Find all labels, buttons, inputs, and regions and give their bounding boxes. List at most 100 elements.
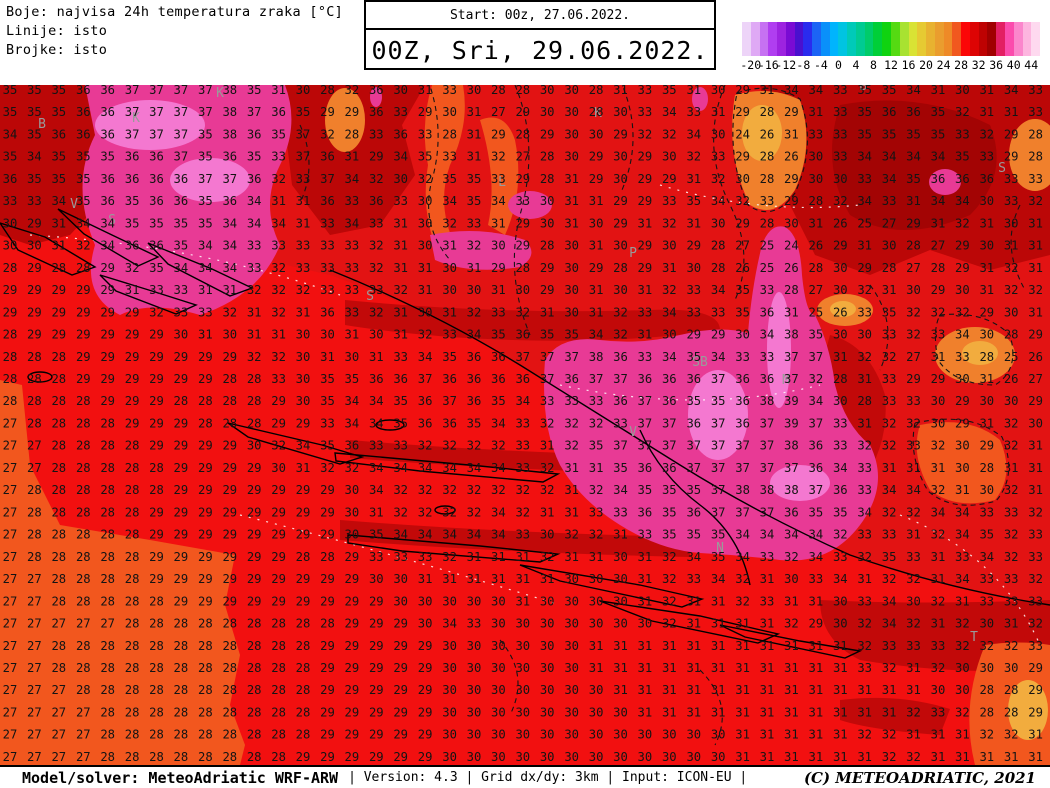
temp-value: 29 — [296, 483, 311, 497]
temp-value: 29 — [247, 550, 262, 564]
temp-value: 33 — [369, 550, 384, 564]
temp-value: 34 — [809, 85, 824, 97]
temp-value: 30 — [540, 528, 555, 542]
temp-value: 35 — [809, 505, 824, 519]
temp-value: 31 — [613, 639, 628, 653]
legend-color-cell — [742, 22, 751, 56]
temp-value: 30 — [711, 216, 726, 230]
temp-value: 35 — [906, 128, 921, 142]
temp-value: 27 — [3, 550, 18, 564]
temp-value: 34 — [711, 194, 726, 208]
temp-value: 30 — [540, 661, 555, 675]
temp-value: 32 — [784, 617, 799, 631]
temp-value: 33 — [296, 261, 311, 275]
legend-tick-label: -4 — [813, 58, 828, 72]
temp-value: 32 — [979, 639, 994, 653]
temp-value: 32 — [393, 505, 408, 519]
temp-value: 28 — [174, 750, 189, 764]
temp-value: 29 — [784, 194, 799, 208]
temp-value: 30 — [955, 283, 970, 297]
temp-value: 28 — [100, 505, 115, 519]
temp-value: 28 — [3, 394, 18, 408]
temp-value: 35 — [76, 194, 91, 208]
temp-value: 28 — [247, 661, 262, 675]
temp-value: 28 — [1004, 705, 1019, 719]
temp-value: 29 — [369, 617, 384, 631]
temp-value: 33 — [320, 261, 335, 275]
temp-value: 28 — [27, 550, 42, 564]
temp-value: 32 — [589, 528, 604, 542]
temp-value: 31 — [662, 639, 677, 653]
temp-value: 28 — [27, 394, 42, 408]
temp-value: 32 — [662, 617, 677, 631]
temp-value: 31 — [638, 572, 653, 586]
temp-value: 31 — [906, 661, 921, 675]
temp-value: 28 — [125, 439, 140, 453]
temp-value: 31 — [833, 750, 848, 764]
temp-value: 28 — [320, 85, 335, 97]
temp-value: 31 — [271, 328, 286, 342]
temp-value: 28 — [76, 483, 91, 497]
temp-value: 32 — [882, 416, 897, 430]
temp-value: 35 — [540, 328, 555, 342]
temp-value: 32 — [418, 439, 433, 453]
temp-value: 28 — [149, 683, 164, 697]
temp-value: 28 — [125, 750, 140, 764]
temp-value: 37 — [174, 105, 189, 119]
temp-value: 28 — [198, 639, 213, 653]
temp-value: 32 — [515, 505, 530, 519]
temp-value: 30 — [491, 705, 506, 719]
temp-value: 29 — [149, 528, 164, 542]
temp-value: 30 — [491, 661, 506, 675]
temp-value: 27 — [27, 617, 42, 631]
temp-value: 29 — [174, 350, 189, 364]
temp-value: 34 — [271, 216, 286, 230]
temp-value: 37 — [735, 439, 750, 453]
temp-value: 29 — [345, 105, 360, 119]
temp-value: 28 — [149, 617, 164, 631]
temp-value: 29 — [784, 105, 799, 119]
temp-value: 34 — [76, 216, 91, 230]
temp-value: 35 — [247, 85, 262, 97]
temp-value: 29 — [198, 439, 213, 453]
temp-value: 36 — [76, 128, 91, 142]
temp-value: 35 — [711, 394, 726, 408]
temp-value: 31 — [1028, 439, 1043, 453]
temp-value: 30 — [686, 261, 701, 275]
temperature-grid: 35 35 35 36 36 37 37 37 37 38 35 31 30 28 32 36 30 31 33 30… — [3, 85, 1043, 764]
temp-value: 36 — [320, 305, 335, 319]
temp-value: 35 — [271, 128, 286, 142]
temp-value: 32 — [979, 128, 994, 142]
temp-value: 29 — [222, 350, 237, 364]
temp-value: 29 — [76, 305, 91, 319]
legend-color-cell — [864, 22, 874, 56]
temp-value: 30 — [564, 594, 579, 608]
temp-value: 28 — [51, 439, 66, 453]
temp-value: 32 — [1028, 194, 1043, 208]
temp-value: 31 — [442, 239, 457, 253]
temp-value: 28 — [247, 639, 262, 653]
temp-value: 33 — [686, 305, 701, 319]
temp-value: 33 — [638, 105, 653, 119]
temp-value: 30 — [393, 172, 408, 186]
temp-value: 33 — [345, 239, 360, 253]
temp-value: 32 — [784, 550, 799, 564]
temp-value: 31 — [564, 505, 579, 519]
temp-value: 30 — [467, 661, 482, 675]
temp-value: 30 — [613, 105, 628, 119]
temp-value: 29 — [418, 661, 433, 675]
temp-value: 30 — [833, 617, 848, 631]
temp-value: 36 — [442, 416, 457, 430]
temp-value: 29 — [149, 372, 164, 386]
temp-value: 30 — [882, 239, 897, 253]
temp-value: 28 — [51, 394, 66, 408]
temp-value: 37 — [711, 416, 726, 430]
temp-value: 32 — [882, 750, 897, 764]
temp-value: 34 — [100, 216, 115, 230]
temp-value: 36 — [735, 416, 750, 430]
temp-value: 29 — [345, 728, 360, 742]
temp-value: 34 — [467, 461, 482, 475]
temp-value: 28 — [100, 750, 115, 764]
temp-value: 30 — [345, 505, 360, 519]
temp-value: 32 — [882, 661, 897, 675]
